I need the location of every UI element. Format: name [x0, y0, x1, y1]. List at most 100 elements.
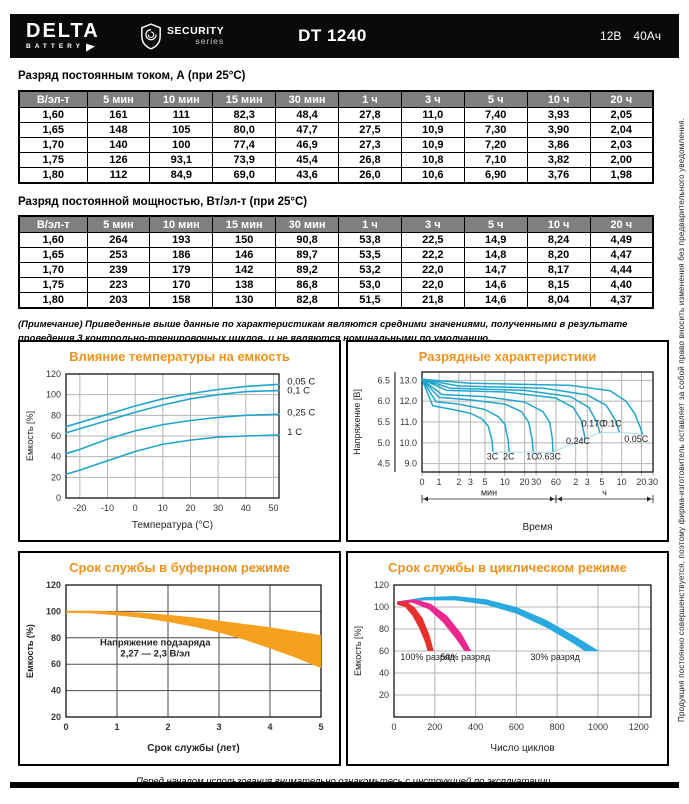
svg-text:120: 120: [374, 580, 389, 590]
table-cell: 73,9: [212, 152, 277, 168]
column-header: 5 мин: [86, 90, 151, 108]
table-cell: 51,5: [338, 292, 402, 309]
chart-discharge-characteristics: Разрядные характеристики 0 1 2 3 5 10 20 30 60 2 3…: [346, 340, 669, 542]
svg-text:0.17C: 0.17C: [582, 419, 607, 429]
table-cell: 1,75: [18, 277, 88, 293]
table-cell: 1,65: [18, 122, 88, 138]
table-cell: 14,6: [463, 277, 528, 293]
series-subname: series: [195, 36, 225, 47]
brand-logo: DELTA BATTERY: [26, 21, 134, 52]
svg-text:3C: 3C: [487, 452, 499, 462]
series-logo: SECURITY series: [140, 22, 225, 50]
svg-text:10.0: 10.0: [399, 438, 417, 448]
svg-text:0: 0: [391, 722, 396, 732]
table-cell: 89,7: [275, 247, 339, 263]
svg-text:0: 0: [419, 477, 424, 487]
svg-text:20: 20: [185, 503, 195, 513]
table-cell: 27,8: [338, 107, 402, 123]
svg-text:60: 60: [51, 431, 61, 441]
voltage-value: 12В: [600, 29, 622, 43]
table-cell: 112: [86, 167, 151, 184]
svg-text:2: 2: [165, 722, 170, 732]
table-cell: 3,90: [526, 122, 591, 138]
table-cell: 43,6: [275, 167, 339, 184]
svg-text:20: 20: [520, 477, 530, 487]
svg-text:1200: 1200: [629, 722, 649, 732]
svg-text:30: 30: [213, 503, 223, 513]
svg-text:40: 40: [51, 452, 61, 462]
svg-text:100: 100: [46, 606, 61, 616]
table-cell: 22,0: [400, 262, 465, 278]
table-cell: 7,20: [463, 137, 528, 153]
column-header: 20 ч: [589, 215, 654, 233]
column-header: 3 ч: [400, 90, 465, 108]
column-header: 3 ч: [400, 215, 465, 233]
table-cell: 203: [86, 292, 151, 309]
svg-text:800: 800: [550, 722, 565, 732]
svg-text:1: 1: [437, 477, 442, 487]
table-cell: 1,70: [18, 137, 88, 153]
svg-text:40: 40: [241, 503, 251, 513]
table-cell: 48,4: [275, 107, 339, 123]
svg-text:1: 1: [114, 722, 119, 732]
table-cell: 105: [149, 122, 214, 138]
table-cell: 1,98: [589, 167, 654, 184]
svg-text:0.63C: 0.63C: [537, 452, 562, 462]
table-cell: 8,24: [526, 232, 591, 248]
table-cell: 142: [212, 262, 277, 278]
table-cell: 4,44: [589, 262, 654, 278]
bottom-bar: [10, 782, 679, 788]
table-cell: 2,05: [589, 107, 654, 123]
column-header: 15 мин: [212, 90, 277, 108]
table-cell: 3,93: [526, 107, 591, 123]
table-cell: 146: [212, 247, 277, 263]
svg-text:120: 120: [46, 580, 61, 590]
table-cell: 140: [86, 137, 151, 153]
svg-text:-10: -10: [101, 503, 114, 513]
svg-text:20: 20: [636, 477, 646, 487]
table-cell: 4,40: [589, 277, 654, 293]
svg-text:Время: Время: [522, 522, 552, 533]
svg-text:1 C: 1 C: [287, 427, 302, 438]
svg-text:Емкость [%]: Емкость [%]: [353, 626, 363, 676]
svg-text:80: 80: [51, 410, 61, 420]
column-header: 10 мин: [149, 90, 214, 108]
svg-text:Температура (°C): Температура (°C): [132, 520, 213, 531]
table-row: 1,75 223 170 138 86,8 53,0 22,0 14,6 8,15 4,40: [18, 277, 654, 293]
svg-text:10: 10: [500, 477, 510, 487]
table-cell: 14,8: [463, 247, 528, 263]
svg-text:12.0: 12.0: [399, 396, 417, 406]
column-header: 30 мин: [275, 90, 339, 108]
table-cell: 27,3: [338, 137, 402, 153]
table-cell: 239: [86, 262, 151, 278]
table-cell: 1,75: [18, 152, 88, 168]
table-cell: 253: [86, 247, 151, 263]
svg-text:30% разряд: 30% разряд: [530, 652, 580, 662]
table-cell: 10,8: [400, 152, 465, 168]
svg-text:Срок службы (лет): Срок службы (лет): [147, 742, 239, 754]
table-cell: 100: [149, 137, 214, 153]
table-cell: 130: [212, 292, 277, 309]
svg-text:0: 0: [63, 722, 68, 732]
column-header: В/эл-т: [18, 215, 88, 233]
svg-text:50: 50: [268, 503, 278, 513]
table-cell: 1,70: [18, 262, 88, 278]
svg-text:80: 80: [51, 633, 61, 643]
column-header: 10 ч: [526, 215, 591, 233]
chart-title: Срок службы в циклическом режиме: [388, 560, 627, 575]
footer-note: Перед началом использования внимательно …: [135, 775, 554, 787]
table-cell: 138: [212, 277, 277, 293]
svg-text:600: 600: [509, 722, 524, 732]
svg-text:5: 5: [318, 722, 323, 732]
table-cell: 8,17: [526, 262, 591, 278]
svg-text:1000: 1000: [588, 722, 608, 732]
table-cell: 26,8: [338, 152, 402, 168]
table-cell: 223: [86, 277, 151, 293]
svg-text:Напряжение [В]: Напряжение [В]: [352, 389, 362, 455]
battery-specs: 12В 40Ач: [600, 29, 661, 43]
svg-text:10: 10: [617, 477, 627, 487]
table-cell: 53,0: [338, 277, 402, 293]
